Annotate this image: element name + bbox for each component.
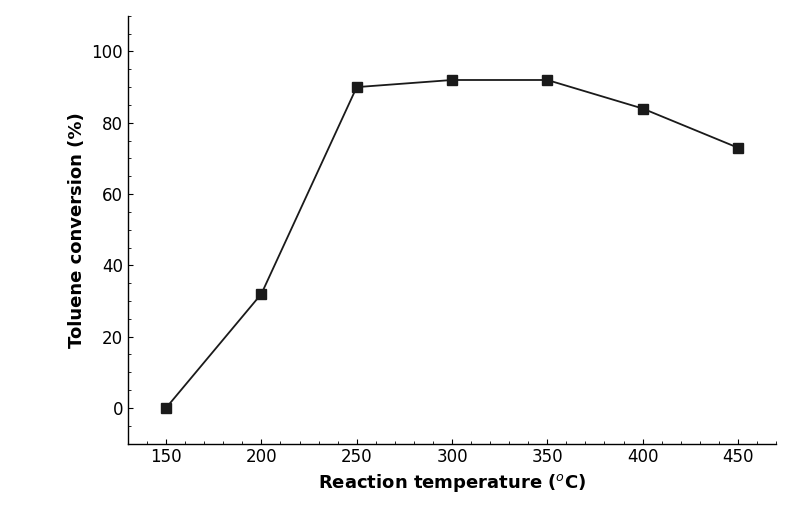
Y-axis label: Toluene conversion (%): Toluene conversion (%) [68,112,86,347]
X-axis label: Reaction temperature ($^{o}$C): Reaction temperature ($^{o}$C) [318,472,586,494]
